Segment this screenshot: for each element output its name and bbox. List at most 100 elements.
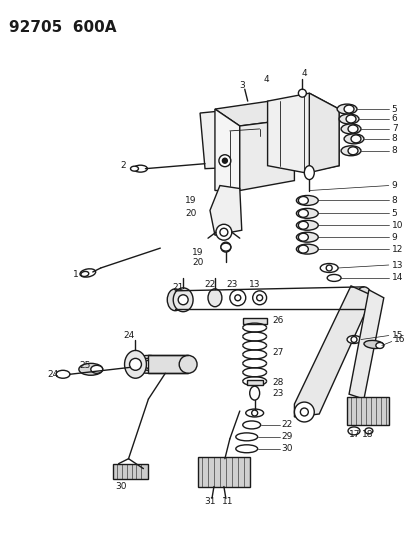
- Bar: [346, 397, 388, 425]
- Ellipse shape: [242, 421, 260, 429]
- Ellipse shape: [346, 336, 360, 343]
- Text: 8: 8: [391, 146, 396, 155]
- Circle shape: [325, 265, 331, 271]
- Text: 15: 15: [391, 331, 402, 340]
- Polygon shape: [199, 106, 294, 168]
- Ellipse shape: [179, 356, 197, 373]
- Circle shape: [229, 290, 245, 306]
- Ellipse shape: [167, 289, 183, 311]
- Ellipse shape: [296, 196, 318, 205]
- Text: 26: 26: [272, 316, 283, 325]
- Text: 22: 22: [281, 421, 292, 430]
- Text: 9: 9: [391, 233, 396, 241]
- Ellipse shape: [326, 274, 340, 281]
- Text: 5: 5: [391, 209, 396, 218]
- Ellipse shape: [249, 386, 259, 400]
- Ellipse shape: [144, 360, 152, 368]
- Ellipse shape: [355, 287, 371, 309]
- Text: 1: 1: [73, 270, 78, 279]
- Text: 28: 28: [272, 378, 283, 387]
- Bar: [246, 380, 262, 385]
- Polygon shape: [309, 93, 338, 173]
- Ellipse shape: [345, 115, 355, 123]
- Ellipse shape: [350, 135, 360, 143]
- Ellipse shape: [304, 166, 313, 180]
- Ellipse shape: [296, 208, 318, 219]
- Ellipse shape: [81, 271, 88, 277]
- Ellipse shape: [347, 147, 357, 155]
- Circle shape: [252, 291, 266, 305]
- Polygon shape: [112, 464, 148, 479]
- Polygon shape: [214, 101, 294, 126]
- Text: 17: 17: [348, 430, 360, 439]
- Text: 25: 25: [78, 361, 90, 370]
- Ellipse shape: [375, 343, 383, 349]
- Polygon shape: [294, 286, 372, 417]
- Text: 20: 20: [185, 209, 196, 218]
- Ellipse shape: [296, 232, 318, 242]
- Ellipse shape: [298, 245, 308, 253]
- Ellipse shape: [80, 269, 95, 277]
- Ellipse shape: [245, 409, 263, 417]
- Text: 18: 18: [361, 430, 373, 439]
- Text: 16: 16: [393, 335, 404, 344]
- Text: 13: 13: [248, 280, 260, 289]
- Text: 4: 4: [301, 69, 306, 78]
- Text: 92705  600A: 92705 600A: [9, 20, 116, 35]
- Ellipse shape: [363, 341, 383, 349]
- Ellipse shape: [78, 364, 102, 375]
- Circle shape: [350, 336, 356, 343]
- Ellipse shape: [296, 244, 318, 254]
- Text: 10: 10: [391, 221, 402, 230]
- Bar: [148, 356, 188, 373]
- Text: 30: 30: [281, 445, 292, 453]
- Text: 8: 8: [391, 196, 396, 205]
- Polygon shape: [267, 93, 338, 173]
- Text: 22: 22: [204, 280, 215, 289]
- Ellipse shape: [298, 197, 308, 205]
- Ellipse shape: [235, 445, 257, 453]
- Circle shape: [216, 224, 231, 240]
- Text: 2: 2: [120, 161, 125, 170]
- Text: 23: 23: [225, 280, 237, 289]
- Circle shape: [256, 295, 262, 301]
- Ellipse shape: [133, 165, 147, 172]
- Polygon shape: [348, 290, 383, 399]
- Circle shape: [221, 242, 230, 252]
- Ellipse shape: [221, 243, 230, 251]
- Ellipse shape: [347, 427, 359, 435]
- Ellipse shape: [124, 350, 146, 378]
- Ellipse shape: [298, 233, 308, 241]
- Ellipse shape: [207, 289, 221, 306]
- Ellipse shape: [343, 134, 363, 144]
- Text: 7: 7: [391, 124, 396, 133]
- Text: 11: 11: [221, 497, 233, 506]
- Ellipse shape: [338, 114, 358, 124]
- Ellipse shape: [296, 220, 318, 230]
- Text: 20: 20: [192, 257, 203, 266]
- Ellipse shape: [320, 263, 337, 272]
- Text: 21: 21: [172, 284, 183, 293]
- Text: 13: 13: [391, 261, 402, 270]
- Circle shape: [251, 410, 257, 416]
- Bar: [197, 457, 249, 487]
- Text: 29: 29: [281, 432, 292, 441]
- Circle shape: [298, 89, 306, 97]
- Polygon shape: [214, 109, 239, 190]
- Text: 9: 9: [391, 181, 396, 190]
- Text: 6: 6: [391, 115, 396, 124]
- Text: 24: 24: [47, 370, 58, 379]
- Text: 14: 14: [391, 273, 402, 282]
- Ellipse shape: [56, 370, 70, 378]
- Text: 19: 19: [185, 196, 196, 205]
- Ellipse shape: [298, 209, 308, 217]
- Ellipse shape: [133, 356, 163, 373]
- Ellipse shape: [90, 365, 102, 373]
- Text: 27: 27: [272, 348, 283, 357]
- Circle shape: [178, 295, 188, 305]
- Ellipse shape: [340, 146, 360, 156]
- Ellipse shape: [139, 358, 157, 370]
- Ellipse shape: [340, 124, 360, 134]
- Polygon shape: [209, 185, 241, 235]
- Circle shape: [222, 158, 227, 163]
